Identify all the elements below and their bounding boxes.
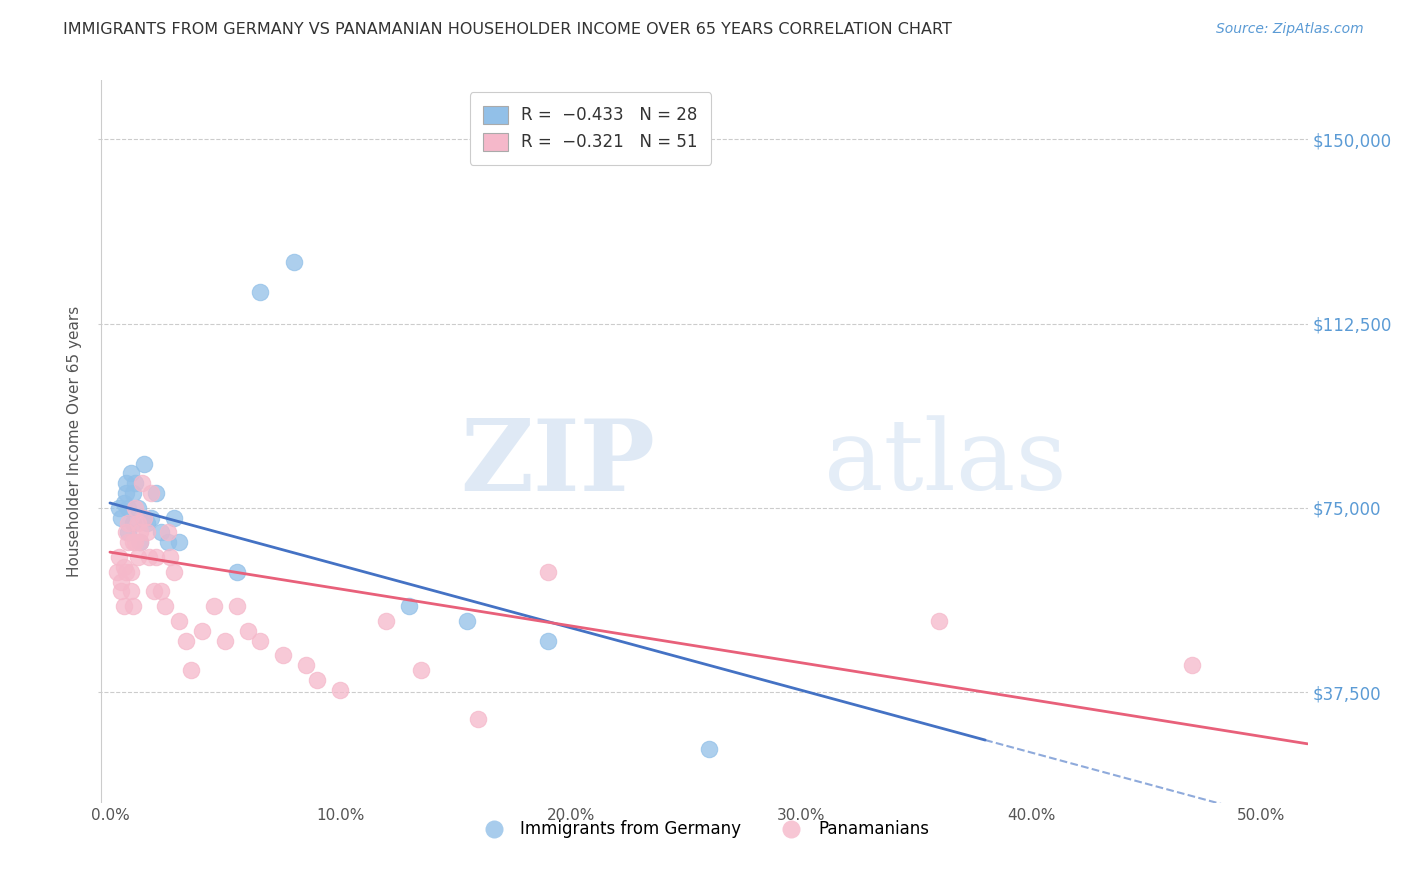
- Point: [128, 535, 150, 549]
- Point: [283, 255, 305, 269]
- Point: [112, 496, 135, 510]
- Point: [249, 633, 271, 648]
- Point: [167, 614, 190, 628]
- Point: [134, 510, 156, 524]
- Point: [134, 457, 156, 471]
- Point: [928, 614, 950, 628]
- Point: [127, 516, 149, 530]
- Point: [225, 599, 247, 614]
- Point: [117, 516, 139, 530]
- Point: [536, 633, 558, 648]
- Point: [105, 565, 128, 579]
- Point: [128, 525, 150, 540]
- Point: [202, 599, 225, 614]
- Point: [155, 599, 177, 614]
- Point: [467, 712, 489, 726]
- Point: [120, 584, 142, 599]
- Point: [138, 549, 160, 564]
- Point: [128, 535, 150, 549]
- Text: Source: ZipAtlas.com: Source: ZipAtlas.com: [1216, 22, 1364, 37]
- Point: [124, 535, 146, 549]
- Point: [110, 510, 132, 524]
- Point: [174, 633, 197, 648]
- Point: [141, 486, 163, 500]
- Point: [163, 510, 186, 524]
- Point: [456, 614, 478, 628]
- Point: [156, 525, 179, 540]
- Point: [149, 584, 172, 599]
- Point: [156, 535, 179, 549]
- Point: [127, 500, 149, 515]
- Point: [1181, 658, 1204, 673]
- Point: [122, 599, 145, 614]
- Point: [375, 614, 398, 628]
- Point: [135, 516, 157, 530]
- Point: [149, 525, 172, 540]
- Point: [398, 599, 420, 614]
- Point: [141, 510, 163, 524]
- Point: [112, 599, 135, 614]
- Point: [225, 565, 247, 579]
- Point: [110, 574, 132, 589]
- Point: [329, 682, 352, 697]
- Point: [115, 525, 138, 540]
- Point: [271, 648, 294, 663]
- Legend: Immigrants from Germany, Panamanians: Immigrants from Germany, Panamanians: [471, 814, 935, 845]
- Point: [120, 467, 142, 481]
- Point: [108, 500, 131, 515]
- Point: [307, 673, 329, 687]
- Point: [117, 500, 139, 515]
- Point: [191, 624, 214, 638]
- Point: [127, 549, 149, 564]
- Point: [145, 549, 167, 564]
- Point: [115, 486, 138, 500]
- Point: [159, 549, 181, 564]
- Point: [120, 565, 142, 579]
- Point: [122, 486, 145, 500]
- Point: [131, 476, 153, 491]
- Point: [124, 476, 146, 491]
- Point: [115, 565, 138, 579]
- Text: IMMIGRANTS FROM GERMANY VS PANAMANIAN HOUSEHOLDER INCOME OVER 65 YEARS CORRELATI: IMMIGRANTS FROM GERMANY VS PANAMANIAN HO…: [63, 22, 952, 37]
- Point: [124, 500, 146, 515]
- Point: [108, 549, 131, 564]
- Text: ZIP: ZIP: [460, 415, 655, 512]
- Point: [115, 476, 138, 491]
- Point: [236, 624, 259, 638]
- Point: [536, 565, 558, 579]
- Point: [697, 741, 720, 756]
- Point: [145, 486, 167, 500]
- Point: [117, 525, 139, 540]
- Point: [112, 560, 135, 574]
- Point: [167, 535, 190, 549]
- Point: [294, 658, 316, 673]
- Point: [163, 565, 186, 579]
- Point: [249, 285, 271, 299]
- Point: [214, 633, 236, 648]
- Y-axis label: Householder Income Over 65 years: Householder Income Over 65 years: [67, 306, 83, 577]
- Text: atlas: atlas: [824, 416, 1067, 511]
- Point: [409, 663, 432, 677]
- Point: [142, 584, 165, 599]
- Point: [122, 535, 145, 549]
- Point: [180, 663, 202, 677]
- Point: [117, 535, 139, 549]
- Point: [110, 584, 132, 599]
- Point: [122, 516, 145, 530]
- Point: [135, 525, 157, 540]
